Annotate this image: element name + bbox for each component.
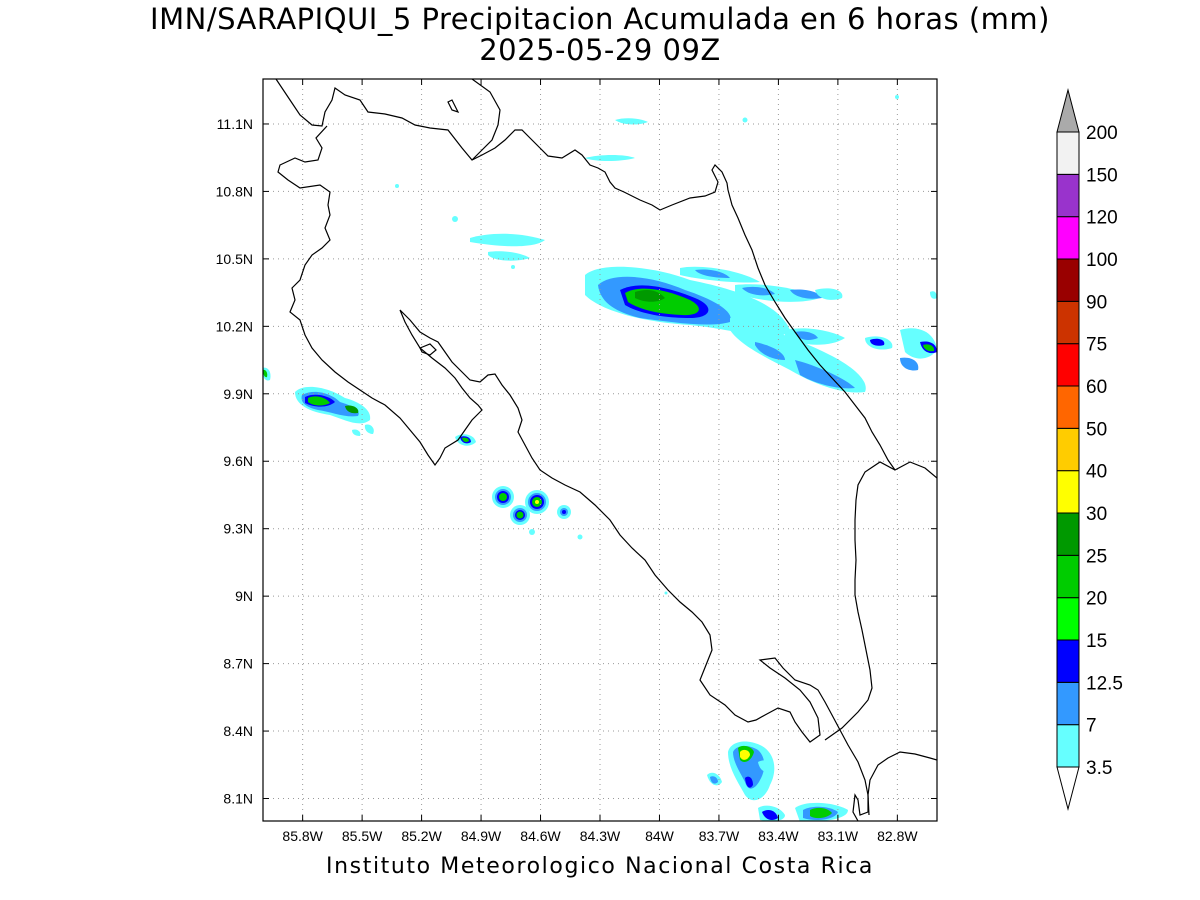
colorbar-swatch [1056, 131, 1080, 175]
lon-tick-label: 85.2W [401, 828, 442, 844]
colorbar-label: 12.5 [1086, 673, 1123, 694]
precip-cell-northeast-band [585, 266, 937, 393]
precip-cell-nicoya [263, 367, 476, 446]
lon-tick-label: 85.8W [282, 828, 323, 844]
colorbar-label: 120 [1086, 208, 1118, 229]
colorbar-swatch [1056, 639, 1080, 683]
colorbar-swatch [1056, 343, 1080, 387]
lat-tick-label: 10.2N [216, 318, 253, 334]
colorbar-label: 7 [1086, 716, 1097, 737]
coastline-path [727, 189, 937, 479]
map-grid [263, 79, 937, 821]
precip-cell-central-pacific [492, 486, 668, 595]
colorbar: 3.5 7 12.5 15 20 25 30 40 50 60 75 90 100 120 150 200 [1056, 88, 1123, 811]
colorbar-swatch [1056, 216, 1080, 260]
lat-tick-label: 9.3N [223, 521, 253, 537]
coastline-path [277, 125, 869, 821]
border-path [824, 461, 896, 741]
colorbar-label: 100 [1086, 250, 1118, 271]
colorbar-label: 75 [1086, 335, 1107, 356]
island-path [447, 99, 460, 114]
lon-tick-label: 84.9W [461, 828, 502, 844]
colorbar-label: 60 [1086, 377, 1107, 398]
lon-tick-label: 83.1W [818, 828, 859, 844]
precip-cell-north-patches [395, 95, 899, 269]
colorbar-swatch [1056, 512, 1080, 556]
lat-tick-label: 11.1N [217, 116, 253, 132]
map-datetime: 2025-05-29 09Z [479, 33, 721, 67]
lon-tick-label: 84W [645, 828, 675, 844]
colorbar-label: 40 [1086, 462, 1107, 483]
lat-tick-label: 8.1N [223, 791, 253, 807]
colorbar-label: 20 [1086, 589, 1107, 610]
coastline [275, 79, 937, 821]
colorbar-swatch [1056, 681, 1080, 726]
lon-tick-label: 85.5W [342, 828, 383, 844]
lat-tick-label: 10.5N [216, 251, 253, 267]
island-path [419, 343, 437, 356]
colorbar-swatch [1056, 385, 1080, 429]
coastline-path [275, 79, 729, 211]
precip-cell-south [707, 741, 848, 821]
lat-tick-label: 9N [235, 588, 253, 604]
colorbar-label: 25 [1086, 546, 1107, 567]
colorbar-swatch [1056, 724, 1080, 768]
colorbar-swatch [1056, 470, 1080, 514]
colorbar-swatch [1056, 173, 1080, 218]
lat-tick-label: 8.7N [223, 656, 253, 672]
lat-tick-label: 9.9N [223, 386, 253, 402]
colorbar-swatch [1056, 300, 1080, 345]
footer-credit: Instituto Meteorologico Nacional Costa R… [326, 854, 874, 879]
colorbar-upper-triangle [1056, 88, 1080, 133]
colorbar-label: 15 [1086, 631, 1107, 652]
lat-tick-label: 9.6N [223, 453, 253, 469]
colorbar-label: 50 [1086, 419, 1107, 440]
colorbar-label: 200 [1086, 123, 1118, 144]
colorbar-label: 90 [1086, 292, 1107, 313]
lon-tick-label: 82.8W [877, 828, 918, 844]
colorbar-lower-triangle [1056, 766, 1080, 811]
coastline-path [867, 751, 937, 816]
lon-tick-label: 83.7W [699, 828, 740, 844]
colorbar-swatch [1056, 258, 1080, 302]
colorbar-swatch [1056, 597, 1080, 641]
coastline-path [471, 79, 501, 161]
map-title: IMN/SARAPIQUI_5 Precipitacion Acumulada … [150, 2, 1050, 36]
colorbar-label: 150 [1086, 165, 1118, 186]
lon-tick-label: 83.4W [758, 828, 799, 844]
lon-tick-label: 84.6W [520, 828, 561, 844]
lat-tick-label: 10.8N [216, 183, 253, 199]
colorbar-label: 3.5 [1086, 758, 1112, 779]
precipitation-field [263, 95, 937, 821]
map-axes: 85.8W 85.5W 85.2W 84.9W 84.6W 84.3W 84W 83.7W 83… [216, 79, 937, 844]
colorbar-swatch [1056, 554, 1080, 599]
lon-tick-label: 84.3W [580, 828, 621, 844]
colorbar-swatch [1056, 427, 1080, 472]
colorbar-label: 30 [1086, 504, 1107, 525]
lat-tick-label: 8.4N [223, 723, 253, 739]
